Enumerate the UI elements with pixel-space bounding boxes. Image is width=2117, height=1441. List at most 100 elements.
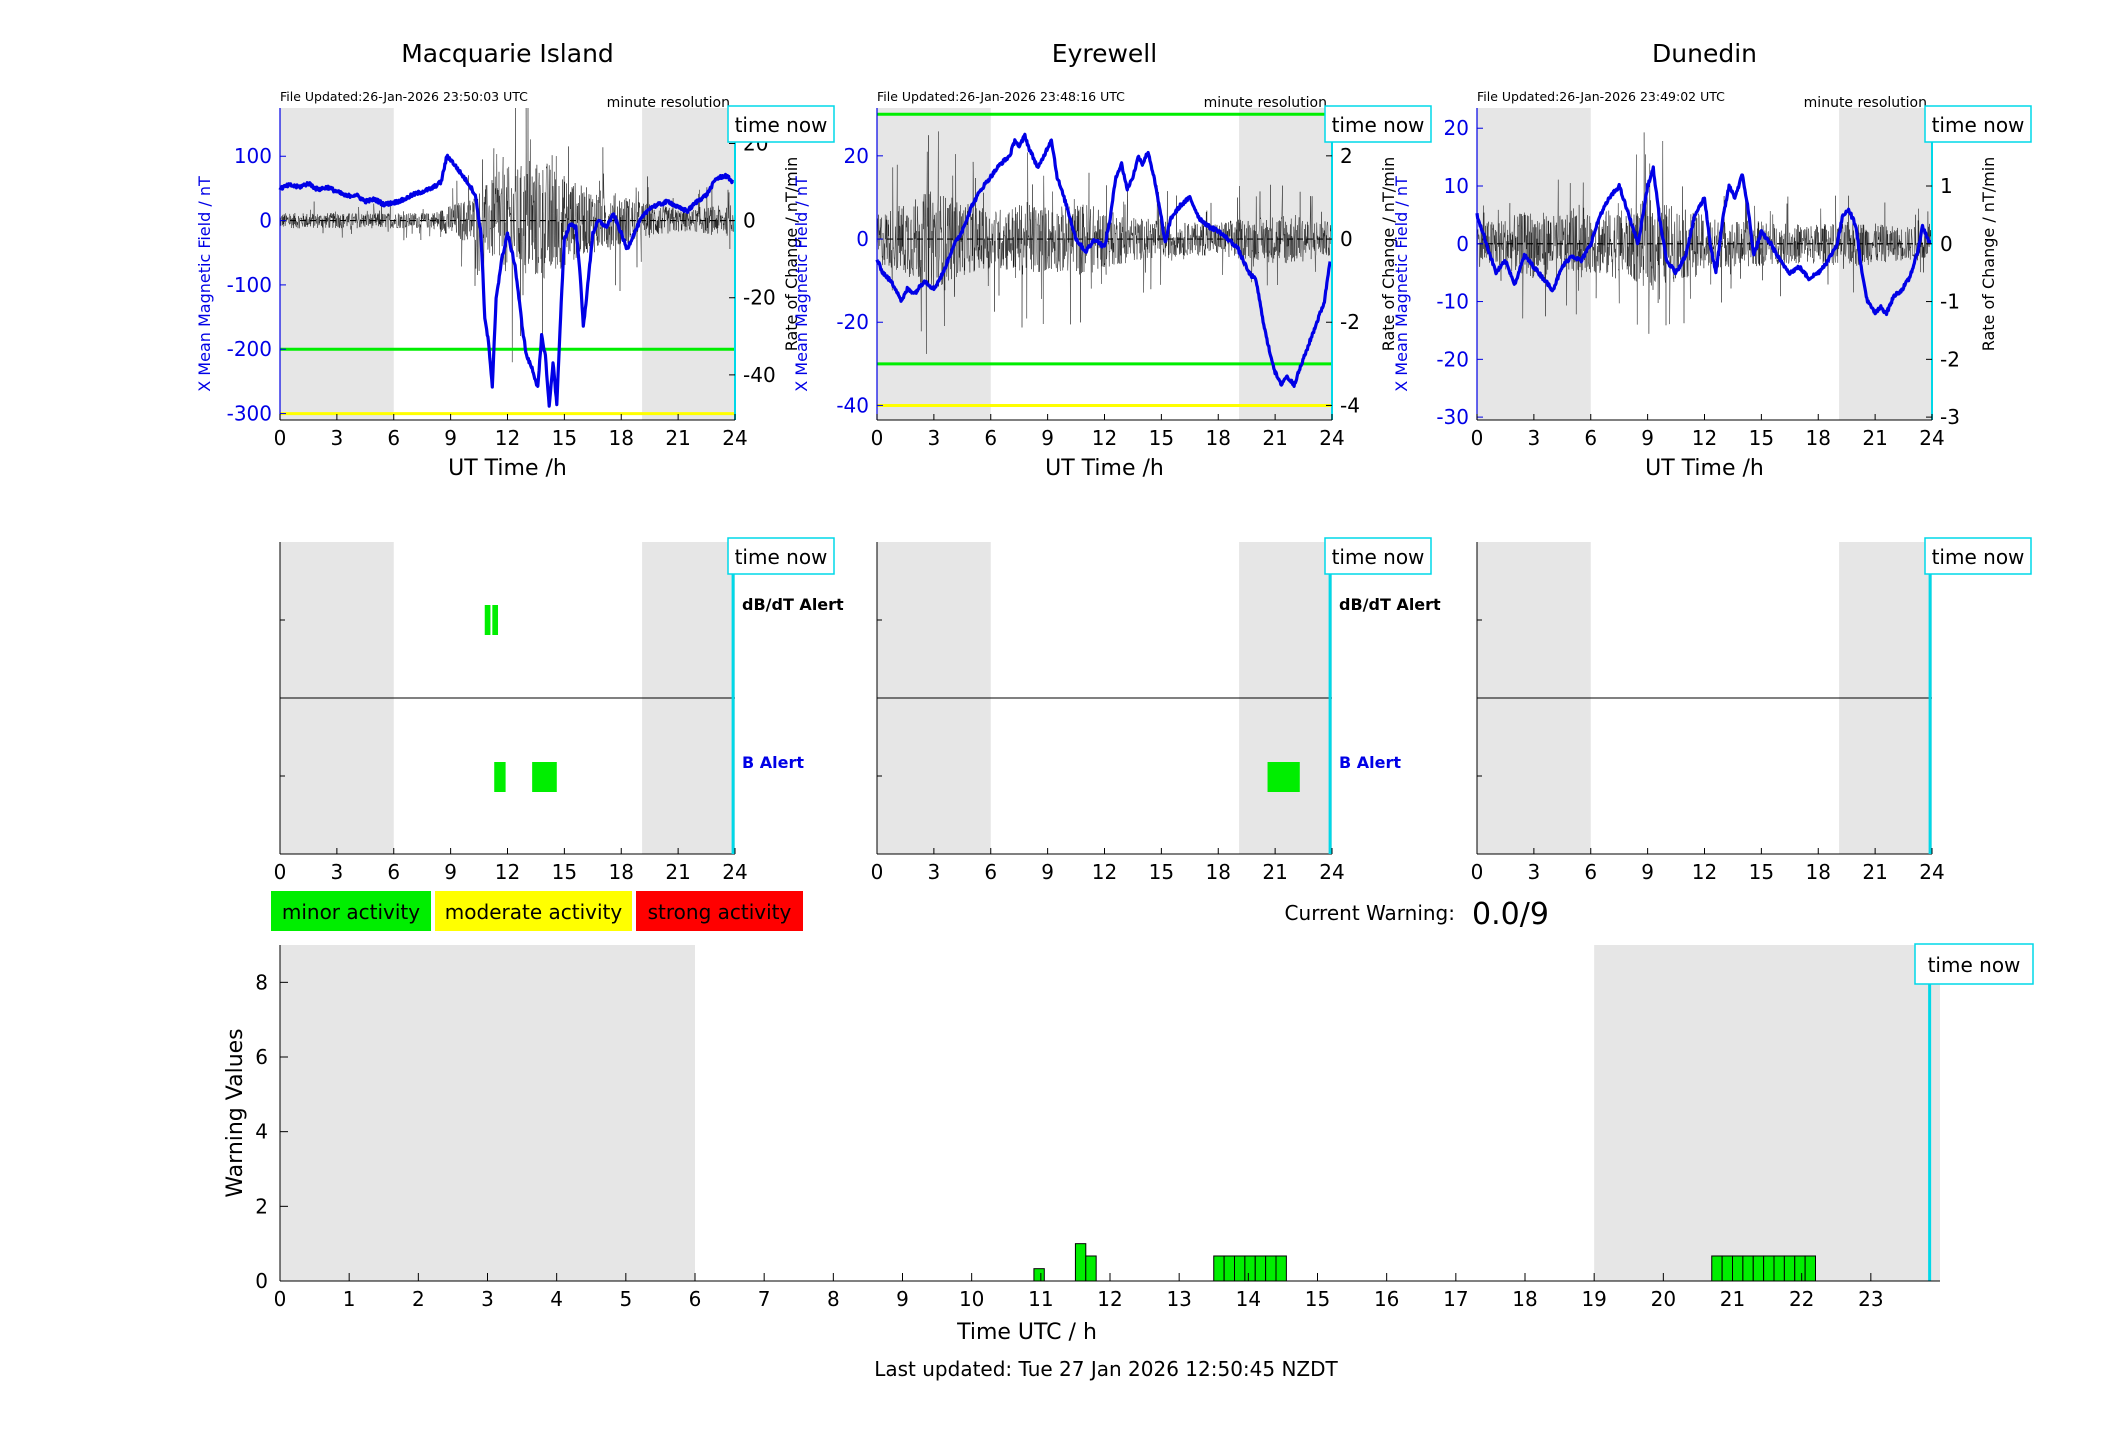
rate-tick-label: -2 bbox=[1340, 310, 1360, 334]
x-tick-label: 6 bbox=[984, 860, 997, 884]
time-now-box bbox=[727, 105, 835, 143]
x-tick-label: 14 bbox=[1236, 1287, 1261, 1311]
x-tick-label: 24 bbox=[722, 860, 747, 884]
warning-bar bbox=[1773, 1255, 1785, 1282]
x-tick-label: 6 bbox=[387, 426, 400, 450]
warning-bar bbox=[1711, 1255, 1723, 1282]
resolution-label: minute resolution bbox=[607, 95, 730, 111]
x-tick-label: 15 bbox=[1149, 860, 1174, 884]
night-shade bbox=[1594, 945, 1940, 1281]
x-tick-label: 9 bbox=[444, 426, 457, 450]
y-axis-label: X Mean Magnetic Field / nT bbox=[195, 176, 214, 392]
warning-bar bbox=[1074, 1243, 1087, 1282]
time-now-label: time now bbox=[1932, 545, 2025, 569]
legend-swatch-minor bbox=[271, 891, 431, 931]
x-tick-label: 5 bbox=[619, 1287, 632, 1311]
legend-label-strong: strong activity bbox=[648, 900, 792, 924]
x-tick-label: 6 bbox=[984, 426, 997, 450]
rate-tick-label: 1 bbox=[1940, 174, 1953, 198]
y-tick-label: -200 bbox=[227, 337, 272, 361]
x-tick-label: 3 bbox=[1528, 860, 1541, 884]
y-axis-label: X Mean Magnetic Field / nT bbox=[1392, 176, 1411, 392]
alert-panel-0: 0 3 6 9 12 15 18 21 24 time now dB/dT Alert B Alert bbox=[274, 537, 844, 884]
rate-of-change-line bbox=[1476, 132, 1933, 334]
station-title: Eyrewell bbox=[1052, 39, 1157, 68]
station-title: Dunedin bbox=[1652, 39, 1757, 68]
x-tick-label: 3 bbox=[331, 426, 344, 450]
x-tick-label: 18 bbox=[1512, 1287, 1537, 1311]
warning-bar bbox=[1213, 1255, 1225, 1282]
y-tick-label: 20 bbox=[1444, 116, 1469, 140]
x-tick-label: 21 bbox=[1862, 426, 1887, 450]
time-now-box bbox=[1924, 105, 2032, 143]
station-panel-2: Dunedin File Updated:26-Jan-2026 23:49:02… bbox=[1392, 39, 2032, 481]
rate-tick-label: -40 bbox=[743, 363, 776, 387]
y-tick-label: 0 bbox=[856, 227, 869, 251]
time-now-label: time now bbox=[1928, 953, 2021, 977]
x-tick-label: 12 bbox=[1092, 860, 1117, 884]
x-tick-label: 15 bbox=[1149, 426, 1174, 450]
resolution-label: minute resolution bbox=[1204, 95, 1327, 111]
time-now-label: time now bbox=[1332, 545, 1425, 569]
time-now-box bbox=[1324, 105, 1432, 143]
x-tick-label: 21 bbox=[665, 426, 690, 450]
rate-of-change-line bbox=[876, 131, 1333, 354]
x-tick-label: 12 bbox=[495, 860, 520, 884]
warning-bar bbox=[1033, 1268, 1045, 1282]
last-updated-text: Last updated: Tue 27 Jan 2026 12:50:45 N… bbox=[874, 1357, 1338, 1381]
y-axis-label: X Mean Magnetic Field / nT bbox=[792, 176, 811, 392]
x-tick-label: 18 bbox=[609, 426, 634, 450]
warning-bar bbox=[1721, 1255, 1733, 1282]
x-tick-label: 12 bbox=[1092, 426, 1117, 450]
x-tick-label: 0 bbox=[274, 860, 287, 884]
warning-bar bbox=[1275, 1255, 1287, 1282]
x-tick-label: 15 bbox=[1749, 426, 1774, 450]
time-now-label: time now bbox=[735, 545, 828, 569]
rate-tick-label: -3 bbox=[1940, 405, 1960, 429]
x-tick-label: 20 bbox=[1651, 1287, 1676, 1311]
night-shade bbox=[1839, 108, 1932, 420]
night-shade bbox=[1239, 108, 1332, 420]
x-tick-label: 0 bbox=[274, 426, 287, 450]
x-tick-label: 18 bbox=[1806, 860, 1831, 884]
x-tick-label: 18 bbox=[609, 860, 634, 884]
warning-bar bbox=[1783, 1255, 1796, 1282]
x-tick-label: 12 bbox=[1692, 426, 1717, 450]
x-tick-label: 6 bbox=[1584, 860, 1597, 884]
rate-tick-label: 0 bbox=[1940, 232, 1953, 256]
warning-bar bbox=[1742, 1255, 1754, 1282]
y-tick-label: 0 bbox=[255, 1269, 268, 1293]
x-tick-label: 24 bbox=[1919, 426, 1944, 450]
y-tick-label: -20 bbox=[1436, 347, 1469, 371]
rate-axis-label: Rate of Change / nT/min bbox=[782, 157, 801, 352]
x-tick-label: 3 bbox=[331, 860, 344, 884]
warning-bar bbox=[1752, 1255, 1765, 1282]
x-tick-label: 9 bbox=[1641, 426, 1654, 450]
x-tick-label: 18 bbox=[1206, 860, 1231, 884]
b-alert-label: B Alert bbox=[742, 753, 804, 772]
y-tick-label: -20 bbox=[836, 310, 869, 334]
x-tick-label: 9 bbox=[1641, 860, 1654, 884]
b-alert-label: B Alert bbox=[1339, 753, 1401, 772]
x-tick-label: 23 bbox=[1858, 1287, 1883, 1311]
time-now-label: time now bbox=[1332, 113, 1425, 137]
station-panel-1: Eyrewell File Updated:26-Jan-2026 23:48:1… bbox=[792, 39, 1432, 481]
time-now-box bbox=[1324, 537, 1432, 575]
x-tick-label: 15 bbox=[552, 426, 577, 450]
y-tick-label: 6 bbox=[255, 1045, 268, 1069]
b-alert-bar bbox=[1267, 762, 1300, 792]
time-now-label: time now bbox=[1932, 113, 2025, 137]
b-alert-bar bbox=[532, 762, 557, 792]
x-axis-label: Time UTC / h bbox=[956, 1320, 1097, 1345]
time-now-label: time now bbox=[735, 113, 828, 137]
x-tick-label: 21 bbox=[1262, 426, 1287, 450]
y-tick-label: -300 bbox=[227, 402, 272, 426]
x-tick-label: 3 bbox=[1528, 426, 1541, 450]
x-tick-label: 9 bbox=[444, 860, 457, 884]
x-tick-label: 19 bbox=[1581, 1287, 1606, 1311]
warning-bar bbox=[1085, 1255, 1097, 1282]
rate-tick-label: 0 bbox=[1340, 227, 1353, 251]
x-tick-label: 3 bbox=[481, 1287, 494, 1311]
